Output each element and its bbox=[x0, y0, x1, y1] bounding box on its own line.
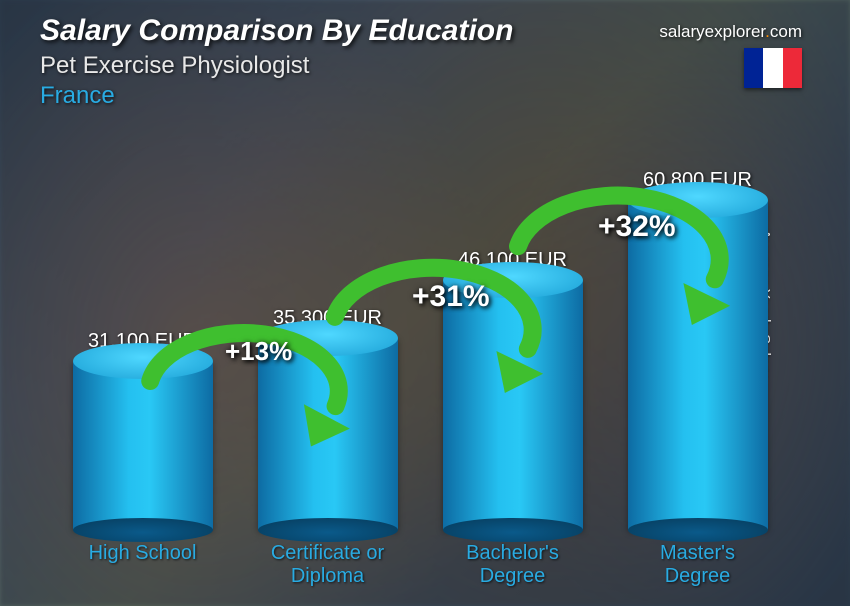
brand-watermark: salaryexplorer.com bbox=[659, 22, 802, 42]
bar-shape bbox=[628, 200, 768, 530]
chart-subtitle: Pet Exercise Physiologist bbox=[40, 52, 810, 80]
bar-0: 31,100 EUR bbox=[53, 330, 233, 530]
x-label-3: Master'sDegree bbox=[608, 542, 788, 588]
bar-bottom-ellipse bbox=[628, 518, 768, 542]
brand-post: com bbox=[770, 22, 802, 41]
flag-stripe-1 bbox=[744, 48, 763, 88]
flag-stripe-2 bbox=[763, 48, 782, 88]
brand-pre: salaryexplorer bbox=[659, 22, 765, 41]
bar-shape bbox=[443, 280, 583, 530]
x-label-1: Certificate orDiploma bbox=[238, 542, 418, 588]
increase-pct-2: +32% bbox=[598, 210, 676, 244]
bar-bottom-ellipse bbox=[73, 518, 213, 542]
x-label-0: High School bbox=[53, 542, 233, 588]
bar-bottom-ellipse bbox=[258, 518, 398, 542]
bar-chart: 31,100 EUR35,300 EUR46,100 EUR60,800 EUR… bbox=[50, 130, 790, 588]
bar-shape bbox=[73, 361, 213, 530]
bar-front bbox=[443, 280, 583, 530]
country-flag bbox=[744, 48, 802, 88]
increase-pct-0: +13% bbox=[225, 336, 292, 367]
chart-country: France bbox=[40, 82, 810, 110]
bars-container: 31,100 EUR35,300 EUR46,100 EUR60,800 EUR bbox=[50, 160, 790, 530]
x-label-2: Bachelor'sDegree bbox=[423, 542, 603, 588]
bar-bottom-ellipse bbox=[443, 518, 583, 542]
x-labels-container: High SchoolCertificate orDiplomaBachelor… bbox=[50, 542, 790, 588]
bar-front bbox=[73, 361, 213, 530]
bar-top-ellipse bbox=[73, 343, 213, 379]
flag-stripe-3 bbox=[783, 48, 802, 88]
increase-pct-1: +31% bbox=[412, 280, 490, 314]
bar-front bbox=[628, 200, 768, 530]
